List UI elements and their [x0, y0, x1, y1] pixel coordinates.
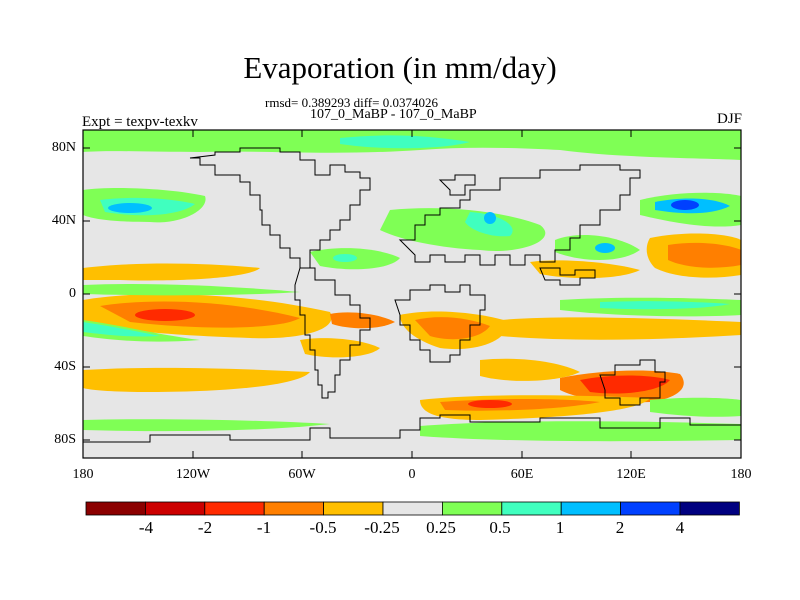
season-label: DJF — [716, 111, 742, 127]
nepacific-negative-core — [668, 242, 741, 268]
southern-ocean-east-core — [468, 400, 512, 408]
colorbar-swatch — [144, 501, 206, 516]
npacific-max — [108, 203, 152, 213]
spacific-negative-core — [135, 309, 195, 321]
africa-outline — [394, 284, 486, 363]
lon-label-120e: 120E — [616, 467, 646, 482]
eurasia-positive — [380, 208, 546, 251]
colorbar-label-4: 4 — [675, 518, 685, 537]
colorbar-label-m05: -0.5 — [309, 518, 337, 537]
axis-ticks — [82, 130, 742, 458]
lat-label-40s: 40S — [54, 359, 76, 374]
eurasia-positive-core — [465, 212, 513, 237]
colorbar-label-m4: -4 — [138, 518, 154, 537]
north-america-outline — [189, 147, 371, 269]
lon-label-120w: 120W — [175, 467, 211, 482]
plot-title: Evaporation (in mm/day) — [243, 50, 557, 85]
colorbar-label-1: 1 — [555, 518, 565, 537]
colorbar-label-m1: -1 — [256, 518, 272, 537]
antarctic-positive-east — [420, 421, 741, 442]
colorbar-swatch — [204, 501, 265, 516]
colorbar-swatch — [382, 501, 443, 516]
tropical-positive — [83, 283, 300, 296]
antarctic-positive-west — [83, 419, 330, 432]
africa-negative-core — [415, 317, 490, 340]
lat-label-40n: 40N — [51, 213, 76, 228]
lon-label-180e: 180 — [730, 467, 752, 482]
eurasia-max — [484, 212, 496, 224]
colorbar-label-m025: -0.25 — [364, 518, 400, 537]
sindian-negative-core — [580, 375, 670, 394]
spacific-negative-mid — [100, 301, 300, 328]
europe-island-outline — [438, 174, 476, 196]
continent-outlines — [83, 147, 741, 443]
colorbar-label-025: 0.25 — [426, 518, 456, 537]
asia-max — [595, 243, 615, 253]
colorbar-swatch — [323, 501, 384, 516]
colorbar-swatch — [620, 501, 681, 516]
stats-line: rmsd= 0.389293 diff= 0.0374026 — [265, 95, 438, 110]
arctic-positive-core — [340, 135, 470, 149]
atlantic-positive-core — [333, 254, 357, 262]
sindian-negative-west — [480, 358, 580, 381]
indian-negative — [500, 317, 741, 340]
experiment-label: Expt = texpv-texkv — [82, 114, 198, 130]
tropical-band-north-negative — [83, 263, 260, 281]
wpacific-negative — [530, 260, 640, 279]
lon-label-180w: 180 — [72, 467, 94, 482]
antarctica-outline — [83, 414, 741, 443]
eurasia-outline — [398, 164, 641, 266]
lat-label-80n: 80N — [51, 140, 76, 155]
evaporation-field — [83, 130, 741, 442]
southern-ocean-positive — [650, 397, 741, 417]
comparison-line: 107_0_MaBP - 107_0_MaBP — [310, 107, 477, 122]
colorbar-swatch — [441, 501, 503, 516]
colorbar-swatch — [560, 501, 622, 516]
spacific-positive-core — [83, 322, 160, 337]
maritime-continent-outline — [539, 267, 596, 286]
australia-outline — [599, 359, 666, 406]
indian-positive-core — [600, 301, 730, 310]
colorbar-label-m2: -2 — [197, 518, 213, 537]
colorbar — [85, 501, 740, 516]
south-america-outline — [294, 267, 371, 399]
nwpacific-max — [671, 200, 699, 210]
samerica-negative — [330, 312, 395, 329]
lat-label-0: 0 — [69, 286, 76, 301]
colorbar-swatch — [501, 501, 562, 516]
southern-ocean-west-negative — [83, 367, 310, 392]
colorbar-label-05: 0.5 — [489, 518, 511, 537]
lat-label-80s: 80S — [54, 432, 76, 447]
colorbar-swatch — [679, 501, 740, 516]
lon-label-0: 0 — [408, 467, 416, 482]
spacific-positive — [83, 320, 200, 342]
colorbar-label-2: 2 — [615, 518, 625, 537]
colorbar-swatch — [85, 501, 146, 516]
lon-label-60e: 60E — [510, 467, 534, 482]
lon-label-60w: 60W — [288, 467, 316, 482]
colorbar-swatch — [263, 501, 325, 516]
